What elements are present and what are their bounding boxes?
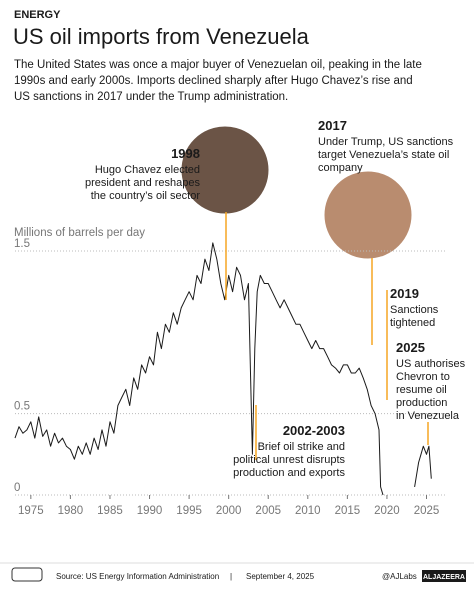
x-tick-label: 2020 <box>374 505 400 517</box>
x-tick-label: 2025 <box>414 505 440 517</box>
photo-trump <box>321 168 415 262</box>
subtitle: The United States was once a major buyer… <box>14 59 422 71</box>
x-tick-label: 2005 <box>255 505 281 517</box>
annotation-text: Chevron to <box>396 371 450 383</box>
annotation-text: political unrest disrupts <box>233 454 345 466</box>
brand: ALJAZEERA <box>423 574 465 581</box>
x-tick-label: 1985 <box>97 505 123 517</box>
source: Source: US Energy Information Administra… <box>56 572 219 581</box>
data-line <box>14 242 432 496</box>
annotation-text: the country’s oil sector <box>91 190 201 202</box>
x-tick-label: 2000 <box>216 505 242 517</box>
annotation-text: Brief oil strike and <box>258 441 345 453</box>
annotation-text: Under Trump, US sanctions <box>318 136 454 148</box>
annotation-text: Hugo Chavez elected <box>95 164 200 176</box>
subtitle: 1990s and early 2000s. Imports declined … <box>14 75 413 87</box>
annotation-text: US authorises <box>396 358 466 370</box>
annotation-text: tightened <box>390 317 435 329</box>
annotation-text: target Venezuela’s state oil <box>318 149 449 161</box>
photo-chavez <box>178 123 272 217</box>
annotation-title: 2002-2003 <box>283 423 345 438</box>
x-tick-label: 1980 <box>58 505 84 517</box>
brand-box <box>422 570 466 582</box>
x-tick-label: 1990 <box>137 505 163 517</box>
chart-title: US oil imports from Venezuela <box>13 24 310 49</box>
annotation-title: 2025 <box>396 340 425 355</box>
x-tick-label: 1975 <box>18 505 44 517</box>
x-tick-label: 2010 <box>295 505 321 517</box>
kicker: ENERGY <box>14 9 61 21</box>
x-tick-label: 2015 <box>335 505 361 517</box>
annotation-text: company <box>318 162 363 174</box>
cc-icon <box>11 567 43 582</box>
annotation-title: 1998 <box>171 146 200 161</box>
annotation-text: Sanctions <box>390 304 439 316</box>
annotation-title: 2017 <box>318 118 347 133</box>
annotation-text: in Venezuela <box>396 410 460 422</box>
subtitle: US sanctions in 2017 under the Trump adm… <box>14 91 288 103</box>
date: September 4, 2025 <box>246 572 315 581</box>
handle: @AJLabs <box>382 572 417 581</box>
x-tick-label: 1995 <box>176 505 202 517</box>
y-tick-label: 1.5 <box>14 238 30 250</box>
annotation-title: 2019 <box>390 286 419 301</box>
annotation-text: president and reshapes <box>85 177 200 189</box>
y-tick-label: 0 <box>14 482 20 494</box>
annotation-text: production <box>396 397 447 409</box>
y-axis-label: Millions of barrels per day <box>14 227 145 239</box>
annotation-text: production and exports <box>233 467 345 479</box>
annotation-text: resume oil <box>396 384 447 396</box>
separator: | <box>230 572 232 581</box>
y-tick-label: 0.5 <box>14 401 30 413</box>
